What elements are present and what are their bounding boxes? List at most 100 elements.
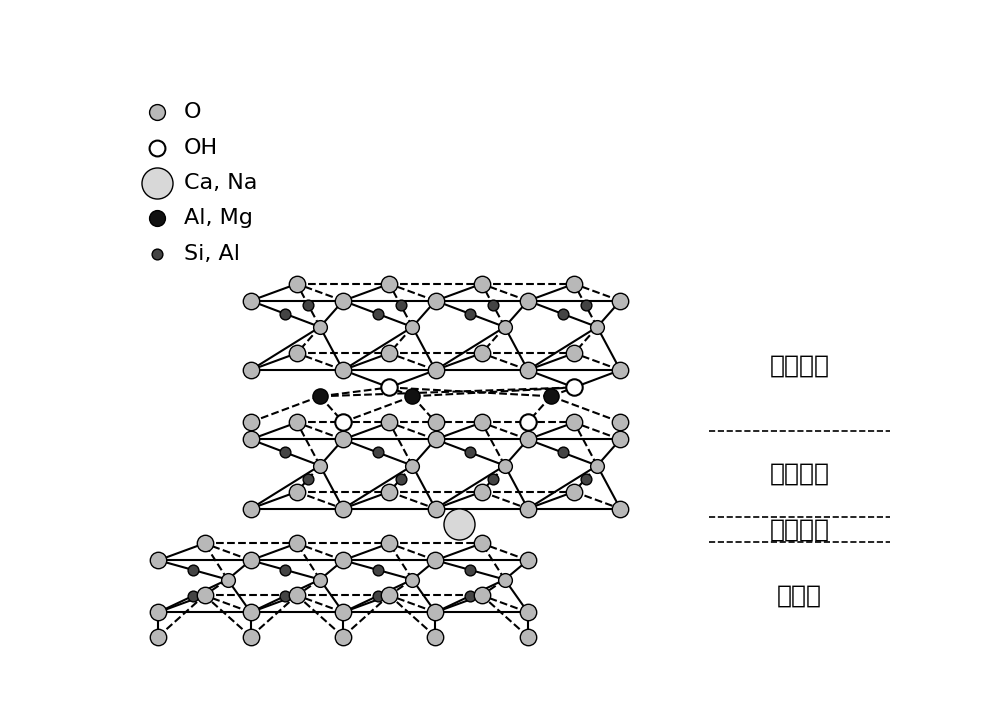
Point [370, 564, 386, 576]
Text: 四面体层: 四面体层 [769, 354, 829, 378]
Point [462, 308, 478, 320]
Point [520, 555, 536, 566]
Point [220, 574, 236, 585]
Point [427, 555, 443, 566]
Point [370, 590, 386, 601]
Point [289, 589, 305, 601]
Point [428, 434, 444, 445]
Point [555, 447, 571, 458]
Point [381, 486, 397, 498]
Point [196, 589, 213, 601]
Point [520, 295, 536, 307]
Point [520, 434, 536, 445]
Point [381, 537, 397, 549]
Point [612, 364, 628, 376]
Point [520, 503, 536, 514]
Point [474, 589, 490, 601]
Point [381, 417, 397, 428]
Point [312, 460, 328, 471]
Point [520, 364, 536, 376]
Point [474, 347, 490, 359]
Point [485, 473, 501, 484]
Point [381, 589, 397, 601]
Point [243, 606, 259, 618]
Point [612, 295, 628, 307]
Point [312, 574, 328, 585]
Point [393, 300, 409, 311]
Point [520, 631, 536, 643]
Point [474, 417, 490, 428]
Point [428, 416, 444, 427]
Point [520, 606, 536, 618]
Point [566, 417, 582, 428]
Point [370, 447, 386, 458]
Point [300, 300, 316, 311]
Point [289, 417, 305, 428]
Text: 层间域: 层间域 [777, 583, 822, 607]
Point [578, 300, 594, 311]
Point [312, 322, 328, 333]
Point [149, 106, 165, 118]
Point [335, 503, 351, 514]
Point [589, 322, 605, 333]
Point [427, 606, 443, 618]
Point [243, 364, 259, 376]
Point [149, 142, 165, 153]
Text: Ca, Na: Ca, Na [184, 173, 257, 193]
Point [497, 574, 513, 585]
Point [312, 391, 328, 402]
Point [289, 347, 305, 359]
Text: Si, Al: Si, Al [184, 244, 240, 264]
Point [243, 631, 259, 643]
Point [462, 590, 478, 601]
Point [150, 631, 166, 643]
Point [474, 278, 490, 290]
Point [185, 564, 201, 576]
Text: OH: OH [184, 138, 218, 158]
Point [243, 416, 259, 427]
Point [566, 382, 582, 393]
Point [277, 564, 293, 576]
Point [612, 434, 628, 445]
Point [520, 416, 536, 427]
Point [485, 300, 501, 311]
Point [243, 434, 259, 445]
Point [335, 555, 351, 566]
Point [381, 382, 397, 393]
Point [589, 460, 605, 471]
Point [370, 308, 386, 320]
Point [404, 460, 420, 471]
Point [566, 347, 582, 359]
Point [277, 447, 293, 458]
Point [404, 574, 420, 585]
Point [566, 278, 582, 290]
Point [451, 519, 467, 530]
Point [543, 391, 559, 402]
Point [428, 503, 444, 514]
Point [335, 631, 351, 643]
Text: 四面体层: 四面体层 [769, 518, 829, 542]
Point [404, 391, 420, 402]
Point [196, 537, 213, 549]
Point [335, 416, 351, 427]
Point [555, 308, 571, 320]
Point [612, 503, 628, 514]
Point [243, 555, 259, 566]
Point [335, 434, 351, 445]
Point [427, 631, 443, 643]
Point [578, 473, 594, 484]
Point [381, 278, 397, 290]
Point [404, 322, 420, 333]
Point [381, 347, 397, 359]
Point [393, 473, 409, 484]
Point [243, 295, 259, 307]
Point [243, 503, 259, 514]
Text: Al, Mg: Al, Mg [184, 209, 253, 229]
Point [277, 590, 293, 601]
Point [185, 590, 201, 601]
Point [277, 308, 293, 320]
Point [300, 473, 316, 484]
Point [612, 416, 628, 427]
Text: 八面体层: 八面体层 [769, 462, 829, 486]
Point [462, 447, 478, 458]
